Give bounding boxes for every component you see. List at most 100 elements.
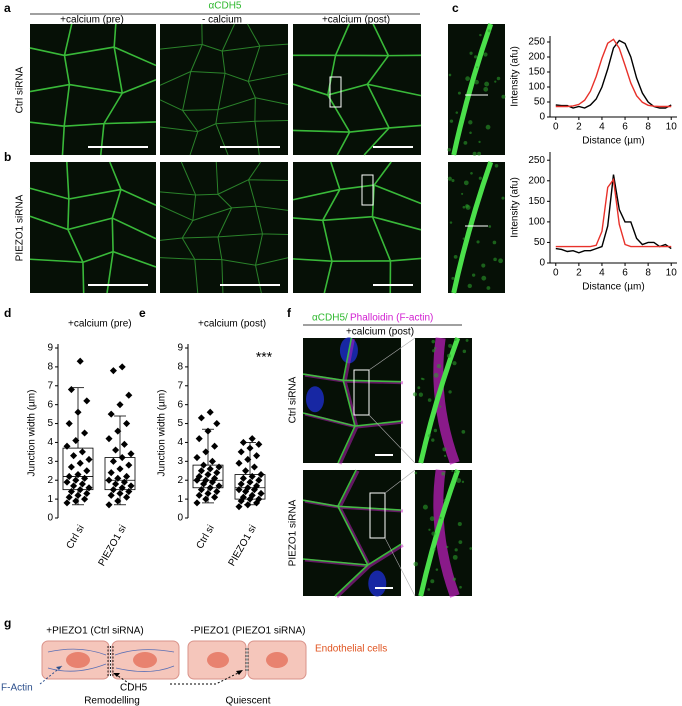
column-title: +calcium (post) xyxy=(346,327,414,338)
x-tick-label: 4 xyxy=(599,122,605,133)
arrowhead xyxy=(236,670,243,675)
speckle xyxy=(455,111,459,114)
y-axis-label: Intensity (afu) xyxy=(510,46,521,107)
data-point xyxy=(67,488,75,496)
arrowhead xyxy=(56,666,62,670)
data-point xyxy=(250,463,258,471)
y-tick-label: 250 xyxy=(528,155,545,166)
y-tick-label: 2 xyxy=(47,475,53,486)
data-point xyxy=(248,491,256,499)
data-point xyxy=(67,463,75,471)
speckle xyxy=(452,554,458,560)
x-axis-label: Distance (µm) xyxy=(582,282,644,293)
data-point xyxy=(83,397,91,405)
data-point xyxy=(206,484,214,492)
junction-crop xyxy=(418,337,461,464)
roi-box xyxy=(361,174,374,206)
x-tick-label: PIEZO1 si xyxy=(97,523,129,568)
data-point xyxy=(81,429,89,437)
data-point xyxy=(74,408,82,416)
speckle xyxy=(417,386,421,390)
data-point xyxy=(105,435,113,443)
data-point xyxy=(257,471,265,479)
speckle xyxy=(453,254,458,259)
speckle xyxy=(449,221,453,224)
data-point xyxy=(127,450,135,458)
data-point xyxy=(81,495,89,503)
data-point xyxy=(193,454,201,462)
speckle xyxy=(493,257,497,262)
speckle xyxy=(413,561,419,567)
data-point xyxy=(114,474,122,482)
speckle xyxy=(486,286,491,290)
y-tick-label: 9 xyxy=(47,343,53,354)
speckle xyxy=(447,176,452,181)
y-tick-label: 250 xyxy=(528,37,545,48)
cell-border xyxy=(29,161,157,294)
speckle xyxy=(451,276,455,280)
speckle xyxy=(471,273,476,277)
data-point xyxy=(248,472,256,480)
data-point xyxy=(202,448,210,456)
speckle xyxy=(436,363,442,369)
data-point xyxy=(116,489,124,497)
data-point xyxy=(197,467,205,475)
data-point xyxy=(81,474,89,482)
speckle xyxy=(454,548,458,552)
actin-stain xyxy=(433,469,460,598)
data-point xyxy=(197,486,205,494)
speckle xyxy=(481,275,487,281)
speckle xyxy=(457,91,461,95)
actin-stain xyxy=(433,337,460,465)
x-tick-label: 4 xyxy=(599,268,605,279)
speckle xyxy=(479,33,482,37)
data-point xyxy=(239,493,247,501)
data-point xyxy=(213,469,221,477)
data-point xyxy=(239,438,247,446)
data-point xyxy=(257,489,265,497)
x-tick-label: 2 xyxy=(576,122,582,133)
arrow xyxy=(114,673,131,685)
speckle xyxy=(488,225,492,228)
data-point xyxy=(120,478,128,486)
data-point xyxy=(127,482,135,490)
schematic-title: -PIEZO1 (PIEZO1 siRNA) xyxy=(190,626,305,637)
data-point xyxy=(72,476,80,484)
junction-crop xyxy=(451,23,494,156)
data-point xyxy=(193,499,201,507)
data-point xyxy=(202,476,210,484)
y-tick-label: 200 xyxy=(528,52,545,63)
data-point xyxy=(118,484,126,492)
speckle xyxy=(443,499,446,502)
stain-header: Phalloidin (F-actin) xyxy=(350,313,433,324)
data-point xyxy=(85,484,93,492)
x-tick-label: 10 xyxy=(666,122,678,133)
y-axis-label: Junction width (µm) xyxy=(157,390,168,477)
nucleus xyxy=(66,652,90,668)
data-point xyxy=(109,457,117,465)
speckle xyxy=(412,392,418,397)
data-point xyxy=(65,420,73,428)
y-tick-label: 9 xyxy=(177,343,183,354)
speckle xyxy=(453,470,457,474)
speckle xyxy=(474,55,478,59)
nucleus xyxy=(368,570,387,597)
speckle xyxy=(494,163,499,168)
speckle xyxy=(478,176,482,180)
y-tick-label: 3 xyxy=(177,456,183,467)
y-tick-label: 1 xyxy=(47,494,53,505)
data-point xyxy=(116,465,124,473)
y-tick-label: 50 xyxy=(534,237,546,248)
data-point xyxy=(206,465,214,473)
junction-crop xyxy=(451,161,494,294)
cell-border xyxy=(302,469,402,597)
y-tick-label: 0 xyxy=(539,258,545,269)
data-point xyxy=(123,472,131,480)
data-point xyxy=(72,497,80,505)
data-point xyxy=(246,444,254,452)
speckle xyxy=(483,52,488,57)
speckle xyxy=(498,258,503,264)
speckle xyxy=(452,361,457,366)
data-point xyxy=(76,459,84,467)
speckle xyxy=(433,346,437,350)
